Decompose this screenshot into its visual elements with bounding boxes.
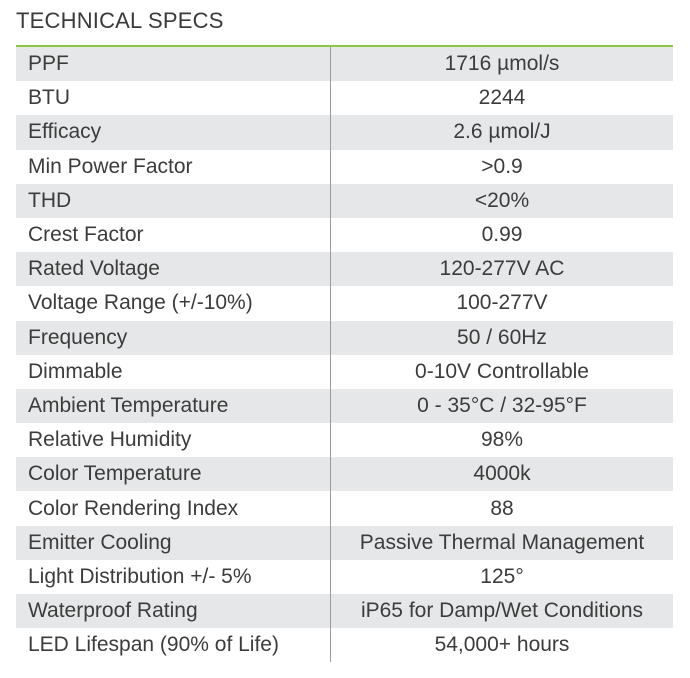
spec-value: 0.99 [330,217,673,253]
spec-row-btu: BTU 2244 [16,81,673,116]
spec-label: Color Rendering Index [28,496,239,520]
spec-label: Light Distribution +/- 5% [28,564,252,588]
spec-label: BTU [28,86,70,110]
spec-label: Frequency [28,325,128,349]
spec-row-min-power-factor: Min Power Factor >0.9 [16,149,673,184]
spec-value: 54,000+ hours [330,628,673,663]
spec-value: 0-10V Controllable [330,354,673,389]
spec-label: Waterproof Rating [28,599,198,623]
spec-label: Efficacy [28,120,102,144]
spec-row-emitter-cooling: Emitter Cooling Passive Thermal Manageme… [16,525,673,560]
spec-value: 100-277V [330,286,673,321]
spec-label: Rated Voltage [28,257,160,281]
spec-row-color-rendering-index: Color Rendering Index 88 [16,491,673,526]
spec-row-light-distribution: Light Distribution +/- 5% 125° [16,559,673,594]
spec-row-waterproof-rating: Waterproof Rating iP65 for Damp/Wet Cond… [16,594,673,629]
spec-value: <20% [330,183,673,218]
spec-value: 98% [330,423,673,458]
spec-label: Ambient Temperature [28,393,229,417]
spec-value: 4000k [330,457,673,492]
spec-value: 125° [330,559,673,594]
spec-value: iP65 for Damp/Wet Conditions [330,594,673,629]
spec-value: 50 / 60Hz [330,320,673,355]
spec-row-thd: THD <20% [16,183,673,218]
spec-label: Crest Factor [28,223,144,247]
spec-label: Voltage Range (+/-10%) [28,291,253,315]
spec-row-ppf: PPF 1716 µmol/s [16,47,673,82]
spec-row-frequency: Frequency 50 / 60Hz [16,320,673,355]
spec-value: 88 [330,491,673,526]
spec-label: Color Temperature [28,462,202,486]
spec-row-color-temperature: Color Temperature 4000k [16,457,673,492]
spec-row-crest-factor: Crest Factor 0.99 [16,217,673,253]
spec-row-efficacy: Efficacy 2.6 µmol/J [16,115,673,150]
spec-row-voltage-range: Voltage Range (+/-10%) 100-277V [16,286,673,321]
spec-label: Emitter Cooling [28,530,172,554]
spec-label: Min Power Factor [28,154,193,178]
spec-value: 0 - 35°C / 32-95°F [330,388,673,424]
spec-value: 2.6 µmol/J [330,115,673,150]
spec-row-ambient-temperature: Ambient Temperature 0 - 35°C / 32-95°F [16,388,673,424]
spec-row-dimmable: Dimmable 0-10V Controllable [16,354,673,389]
spec-value: 1716 µmol/s [330,47,673,82]
spec-value: 120-277V AC [330,252,673,287]
spec-value: >0.9 [330,149,673,184]
specs-table: PPF 1716 µmol/s BTU 2244 Efficacy 2.6 µm… [16,47,673,663]
spec-label: Relative Humidity [28,428,192,452]
spec-label: Dimmable [28,359,123,383]
spec-row-relative-humidity: Relative Humidity 98% [16,423,673,458]
spec-row-rated-voltage: Rated Voltage 120-277V AC [16,252,673,287]
spec-label: THD [28,188,72,212]
spec-value: Passive Thermal Management [330,525,673,560]
title-underline [16,45,673,47]
spec-label: LED Lifespan (90% of Life) [28,633,279,657]
spec-row-led-lifespan: LED Lifespan (90% of Life) 54,000+ hours [16,628,673,663]
spec-value: 2244 [330,81,673,116]
section-title: TECHNICAL SPECS [16,8,224,33]
spec-label: PPF [28,52,69,76]
